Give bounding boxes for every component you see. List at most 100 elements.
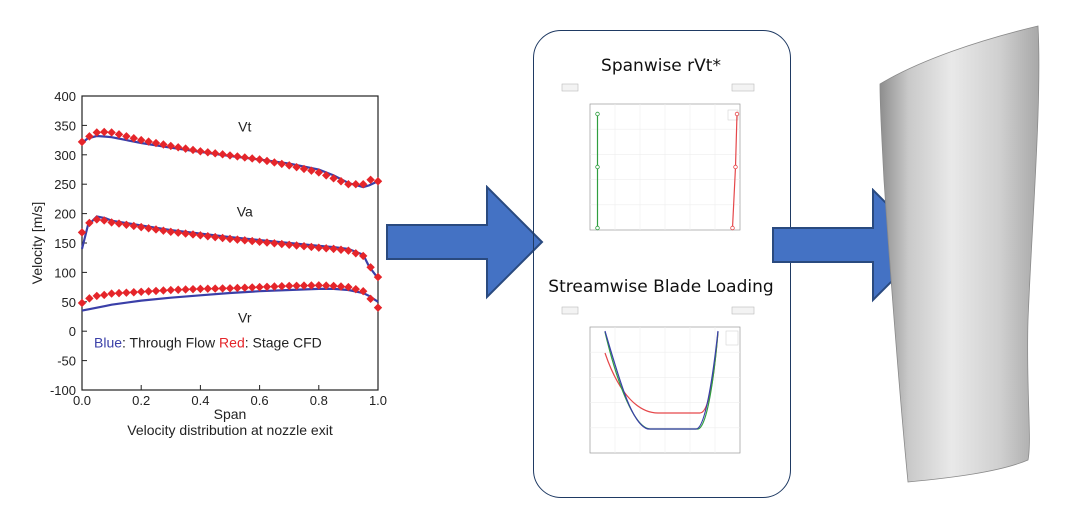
data-point-va: [129, 221, 138, 231]
mini-button[interactable]: [561, 306, 579, 315]
x-tick-label: 1.0: [369, 393, 387, 408]
data-point-va: [292, 241, 301, 250]
data-point-vt: [85, 132, 94, 141]
y-tick-label: 250: [54, 177, 76, 192]
data-point-va: [240, 236, 249, 245]
data-point-va: [255, 237, 264, 247]
data-point-va: [314, 243, 323, 252]
data-point-va: [92, 215, 101, 224]
x-tick-label: 0.6: [251, 393, 269, 408]
data-point-vr: [240, 283, 249, 292]
series-annotation: Vt: [238, 118, 251, 134]
data-point-vr: [100, 290, 109, 300]
data-point-va: [144, 224, 153, 233]
data-point-va: [159, 226, 168, 235]
data-point-va: [107, 218, 116, 227]
data-point-vr: [114, 288, 124, 298]
data-point-va: [285, 240, 294, 249]
data-point-va: [329, 244, 338, 254]
data-point-va: [218, 233, 227, 243]
data-point-va: [122, 220, 131, 229]
mini-data-point: [733, 164, 738, 170]
legend-red-key: Red: [219, 335, 245, 351]
data-point-vt: [92, 128, 101, 137]
data-point-va: [100, 216, 109, 225]
data-point-vr: [233, 283, 242, 293]
data-point-vt: [314, 168, 323, 177]
blade-3d-shape: [879, 25, 1040, 483]
data-point-vr: [314, 281, 323, 290]
data-point-va: [344, 246, 353, 255]
data-point-vr: [137, 287, 146, 297]
blade-loading-title: Streamwise Blade Loading: [548, 277, 774, 297]
data-point-vt: [285, 161, 294, 170]
data-point-vt: [373, 177, 383, 186]
data-point-va: [77, 228, 87, 237]
data-point-vr: [373, 303, 383, 312]
chart-subtitle: Velocity distribution at nozzle exit: [127, 422, 333, 438]
data-point-vt: [166, 141, 175, 151]
y-tick-label: 100: [54, 265, 76, 280]
y-tick-label: 350: [54, 118, 76, 133]
x-axis-label: Span: [214, 406, 247, 422]
data-point-vt: [159, 140, 168, 149]
data-point-vr: [159, 286, 168, 295]
data-point-vr: [344, 282, 353, 292]
mini-button[interactable]: [731, 306, 755, 315]
data-point-vr: [359, 287, 368, 296]
data-point-vt: [211, 149, 220, 158]
data-point-va: [151, 225, 161, 234]
data-point-vt: [203, 148, 212, 157]
mini-data-point: [595, 111, 600, 117]
data-point-vr: [77, 298, 87, 308]
data-point-vr: [174, 285, 183, 294]
data-point-va: [351, 249, 360, 258]
y-tick-label: -100: [50, 383, 76, 398]
mini-data-point: [595, 164, 600, 170]
data-point-vt: [248, 154, 257, 163]
data-point-vr: [85, 294, 94, 303]
data-point-vt: [336, 177, 346, 186]
x-tick-label: 0.8: [310, 393, 328, 408]
data-point-vt: [188, 145, 198, 155]
data-point-vr: [255, 282, 264, 292]
data-point-va: [225, 234, 235, 244]
y-tick-label: 400: [54, 89, 76, 104]
data-point-vr: [292, 281, 301, 290]
data-point-vt: [151, 138, 161, 148]
mini-data-point: [734, 111, 740, 117]
data-point-vr: [144, 287, 153, 296]
arrow-right-icon: [386, 185, 544, 300]
y-tick-label: 50: [62, 295, 76, 310]
data-point-vr: [92, 291, 101, 301]
mini-series-line: [604, 330, 719, 430]
y-tick-label: 200: [54, 207, 76, 222]
data-point-vr: [248, 283, 257, 292]
data-point-va: [137, 222, 146, 232]
data-point-vr: [211, 284, 220, 293]
mini-button[interactable]: [731, 83, 755, 92]
data-point-vt: [344, 180, 353, 189]
series-annotation: Vr: [238, 309, 252, 325]
data-point-va: [299, 242, 309, 251]
data-point-va: [188, 230, 198, 239]
data-point-vt: [351, 180, 360, 189]
data-point-vr: [277, 282, 286, 291]
legend-red-text: : Stage CFD: [245, 335, 322, 351]
data-point-va: [262, 238, 272, 247]
data-point-vt: [122, 132, 131, 141]
data-point-vt: [129, 133, 138, 143]
data-point-vt: [233, 152, 242, 161]
data-point-va: [174, 228, 183, 237]
data-point-vr: [122, 288, 131, 297]
blade-loading-chart: [561, 306, 755, 454]
mini-button[interactable]: [561, 83, 579, 92]
data-point-vr: [322, 281, 331, 290]
data-point-va: [277, 239, 286, 249]
data-point-vr: [336, 282, 346, 291]
data-point-vr: [329, 281, 338, 291]
data-point-va: [359, 251, 368, 261]
data-point-va: [114, 219, 124, 228]
data-point-va: [203, 232, 212, 241]
